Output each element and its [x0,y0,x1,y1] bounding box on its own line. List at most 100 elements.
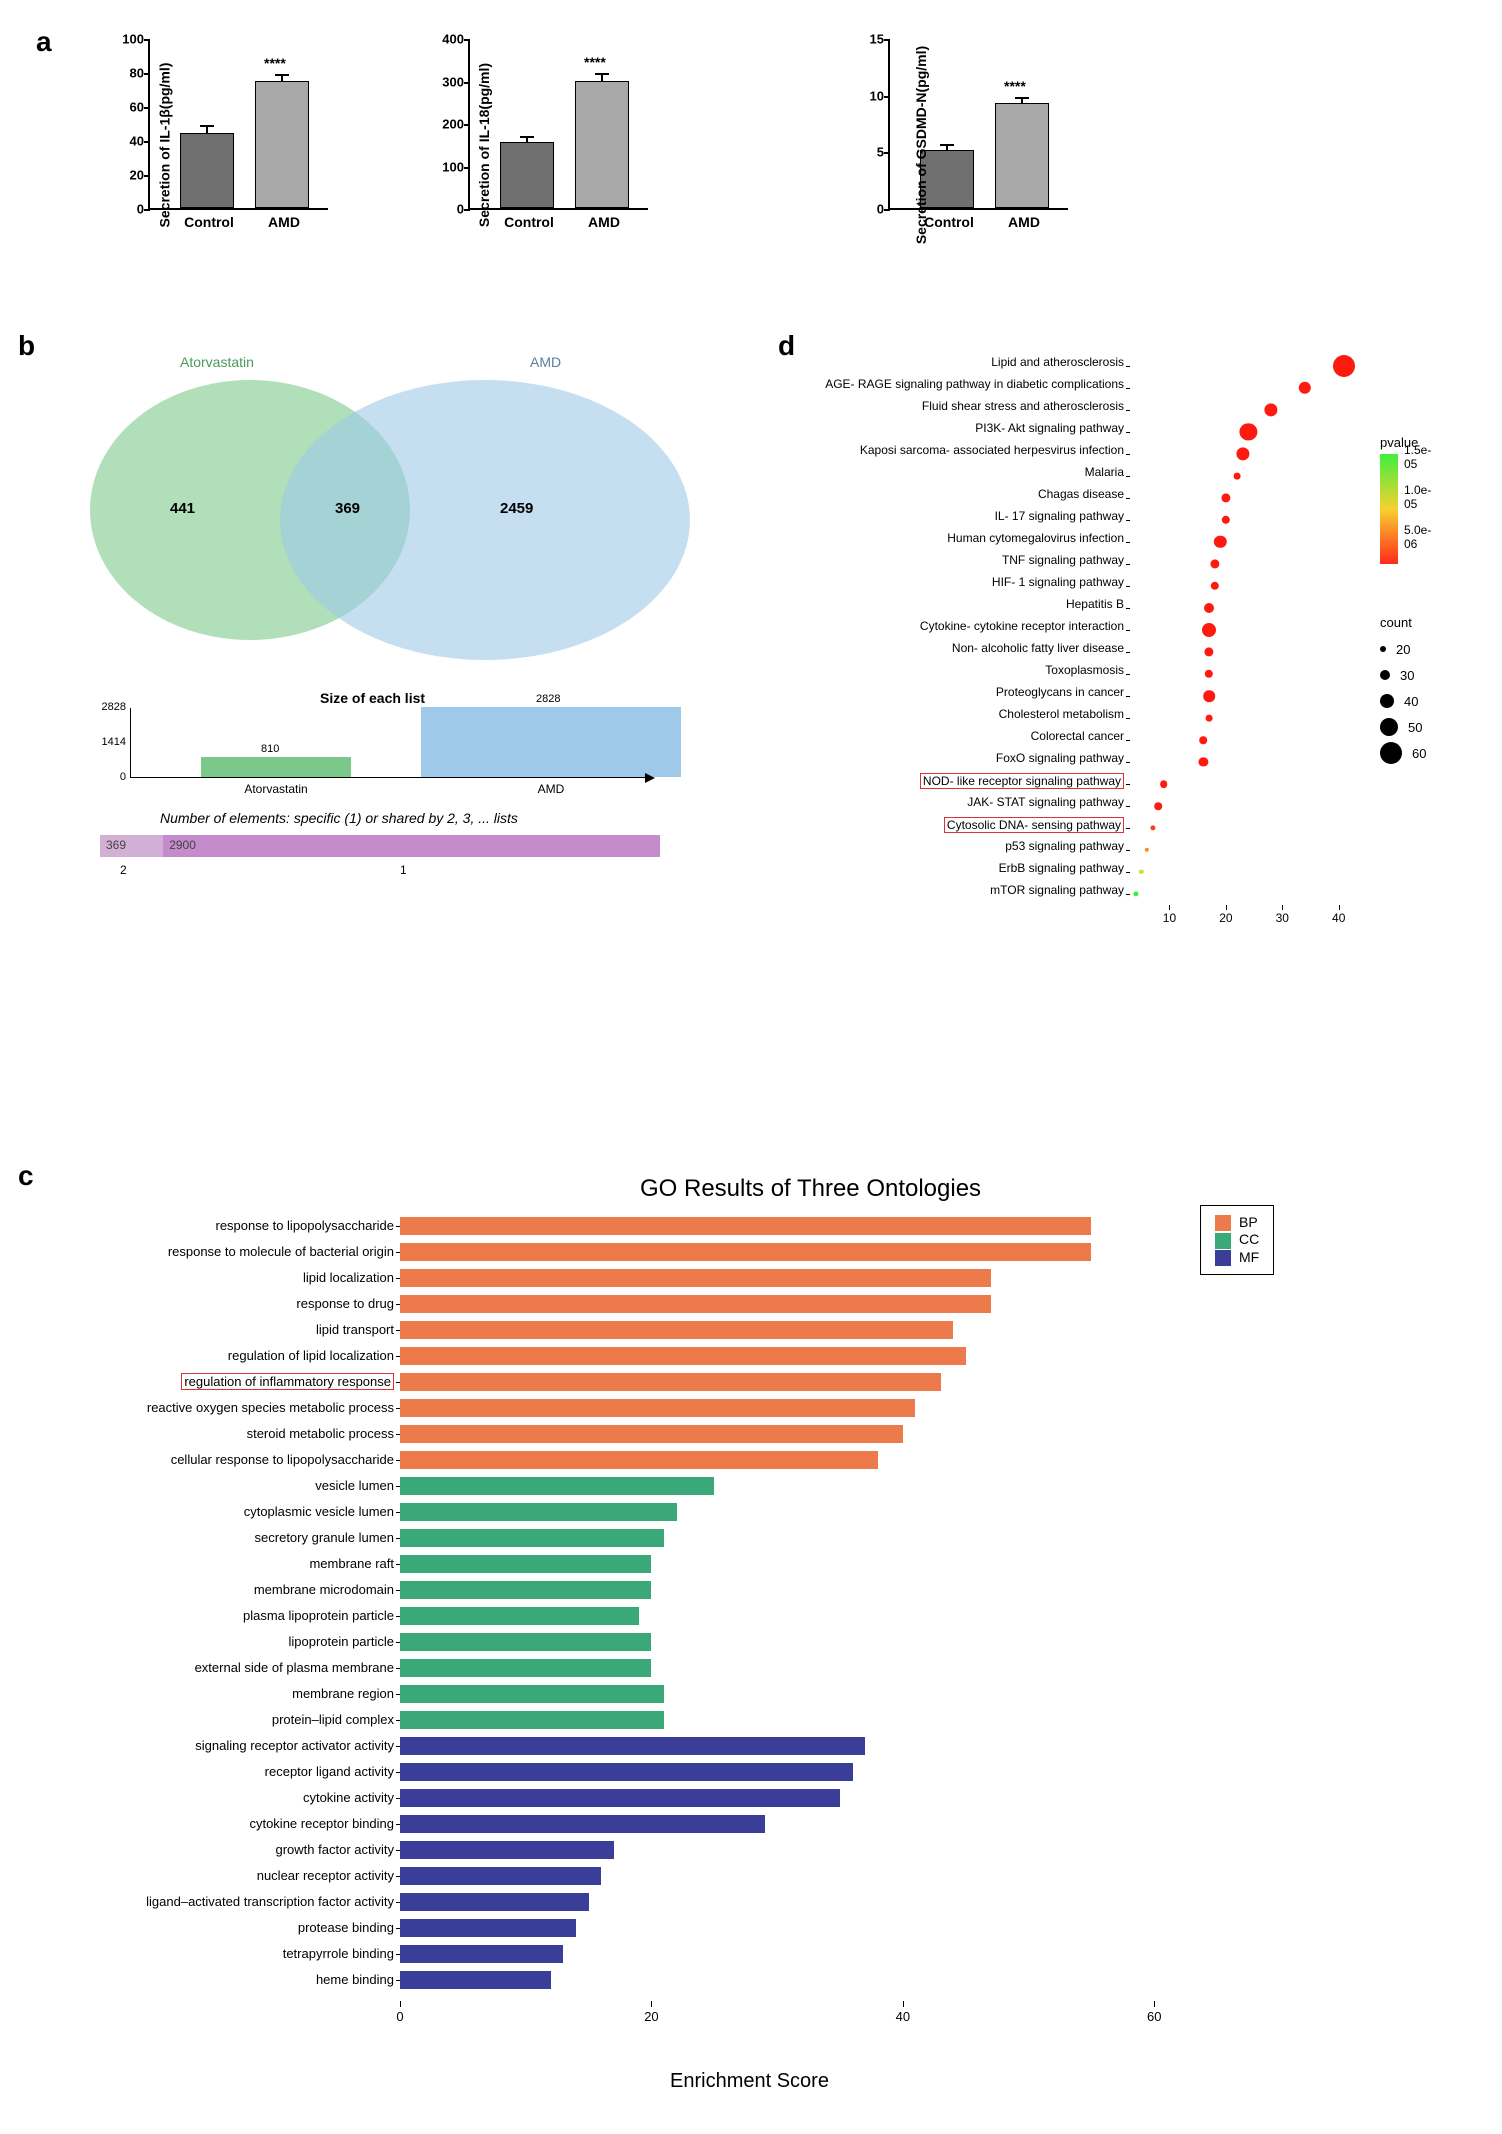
go-label: reactive oxygen species metabolic proces… [80,1400,400,1415]
venn-right-title: AMD [530,354,561,370]
go-label: receptor ligand activity [80,1764,400,1779]
venn-mid-count: 369 [335,500,360,517]
dp-label: IL- 17 signaling pathway [810,509,1130,523]
dp-dot [1299,382,1311,394]
go-label: ligand–activated transcription factor ac… [80,1894,400,1909]
go-label: external side of plasma membrane [80,1660,400,1675]
venn-diagram: Atorvastatin AMD 441 369 2459 Size of ea… [60,350,700,870]
go-label: cytokine activity [80,1790,400,1805]
go-bar [400,1321,953,1339]
dp-dot [1200,736,1208,744]
go-bar [400,1477,714,1495]
bar [500,142,554,208]
go-label: response to drug [80,1296,400,1311]
venn-circle-right [280,380,690,660]
bar [255,81,309,209]
dp-dot [1139,870,1143,874]
dp-label: mTOR signaling pathway [810,883,1130,897]
dp-dot [1150,825,1155,830]
venn-left-count: 441 [170,500,195,517]
go-bar [400,1269,991,1287]
dp-label: Proteoglycans in cancer [810,685,1130,699]
dp-label: TNF signaling pathway [810,553,1130,567]
dp-label: Colorectal cancer [810,729,1130,743]
go-label: lipid transport [80,1322,400,1337]
dp-dot [1221,493,1230,502]
go-label: protease binding [80,1920,400,1935]
dp-label: Toxoplasmosis [810,663,1130,677]
size-bars: 014142828810Atorvastatin2828AMD [100,708,660,798]
dp-dot [1214,536,1226,548]
dp-dot [1264,403,1277,416]
dp-dot [1210,582,1218,590]
go-bar [400,1243,1091,1261]
go-bar [400,1789,840,1807]
size-title: Size of each list [320,690,425,706]
size-bar [201,757,351,777]
go-bar [400,1685,664,1703]
go-bar [400,1581,651,1599]
goc-xlabel: Enrichment Score [670,2070,829,2093]
dp-label: Chagas disease [810,487,1130,501]
dp-label: Kaposi sarcoma- associated herpesvirus i… [810,443,1130,457]
barchart-il1b: 020406080100ControlAMD****Secretion of I… [90,30,350,260]
go-label: cytokine receptor binding [80,1816,400,1831]
legend-mf: MF [1215,1249,1259,1266]
go-bar [400,1633,651,1651]
dp-label: p53 signaling pathway [810,839,1130,853]
go-label: vesicle lumen [80,1478,400,1493]
go-label: membrane microdomain [80,1582,400,1597]
dp-dot [1160,780,1168,788]
dp-dot [1203,690,1215,702]
goc-legend: BP CC MF [1200,1205,1274,1275]
overlap-title: Number of elements: specific (1) or shar… [160,810,518,826]
go-label: heme binding [80,1972,400,1987]
dp-dot [1145,848,1149,852]
panel-label-d: d [778,330,795,362]
dp-dot [1234,473,1241,480]
dp-label: Non- alcoholic fatty liver disease [810,641,1130,655]
go-bar [400,1815,765,1833]
panel-label-a: a [36,26,52,58]
go-barchart: response to lipopolysaccharideresponse t… [70,1215,1330,2095]
dp-label: AGE- RAGE signaling pathway in diabetic … [810,377,1130,391]
dp-dot [1333,355,1355,377]
dp-label: Malaria [810,465,1130,479]
go-bar [400,1451,878,1469]
go-label: nuclear receptor activity [80,1868,400,1883]
go-label: protein–lipid complex [80,1712,400,1727]
dp-dot [1222,516,1230,524]
dp-dot [1204,603,1214,613]
dp-dot [1240,423,1257,440]
go-bar [400,1347,966,1365]
barchart-gsdmd: 051015ControlAMD****Secretion of GSDMD-N… [830,30,1090,260]
dp-dot [1205,670,1213,678]
go-bar [400,1555,651,1573]
dp-dot [1236,447,1249,460]
go-label: signaling receptor activator activity [80,1738,400,1753]
go-bar [400,1373,941,1391]
go-bar [400,1971,551,1989]
barchart-il18: 0100200300400ControlAMD****Secretion of … [410,30,670,260]
dp-label: Cytokine- cytokine receptor interaction [810,619,1130,633]
legend-bp: BP [1215,1214,1259,1231]
dp-dot [1206,715,1213,722]
dp-dot [1199,757,1208,766]
panel-label-c: c [18,1160,34,1192]
go-bar [400,1425,903,1443]
dp-label: Human cytomegalovirus infection [810,531,1130,545]
go-label: lipid localization [80,1270,400,1285]
go-bar [400,1841,614,1859]
go-bar [400,1867,601,1885]
size-bar [421,707,681,777]
dp-label: Hepatitis B [810,597,1130,611]
go-label: cytoplasmic vesicle lumen [80,1504,400,1519]
overlap-bars: 369290021 [100,835,660,885]
bar [575,81,629,209]
go-bar [400,1399,915,1417]
panel-label-b: b [18,330,35,362]
go-label: membrane region [80,1686,400,1701]
dp-label: Cytosolic DNA- sensing pathway [810,817,1130,833]
dp-dot [1204,647,1213,656]
dp-label: JAK- STAT signaling pathway [810,795,1130,809]
